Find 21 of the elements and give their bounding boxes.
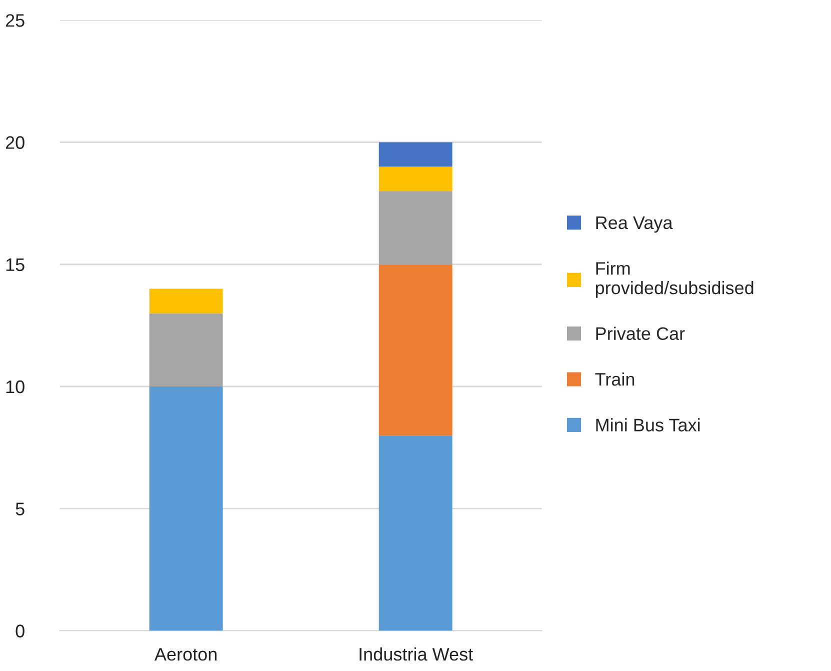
legend-label: Firm provided/subsidised xyxy=(596,262,754,298)
bar xyxy=(378,166,452,192)
y-tick-label: 25 xyxy=(6,14,24,27)
legend-label: Private Car xyxy=(596,326,685,340)
y-tick-label: 10 xyxy=(6,380,24,394)
y-tick-label: 15 xyxy=(6,258,24,272)
bar xyxy=(149,386,223,631)
bar xyxy=(378,142,452,167)
y-tick-label: 0 xyxy=(16,624,24,638)
y-tick-label: 20 xyxy=(6,136,24,149)
legend-label: Train xyxy=(595,372,634,386)
bar xyxy=(378,435,452,631)
bar xyxy=(378,191,452,264)
legend-label: Rea Vaya xyxy=(596,216,673,233)
bar xyxy=(149,288,223,314)
x-tick-label: Industria West xyxy=(360,647,473,661)
x-tick-label: Aeroton xyxy=(154,648,217,661)
y-tick-label: 5 xyxy=(16,502,24,516)
bar xyxy=(149,313,223,386)
bar xyxy=(378,264,452,436)
legend-label: Mini Bus Taxi xyxy=(596,418,700,432)
